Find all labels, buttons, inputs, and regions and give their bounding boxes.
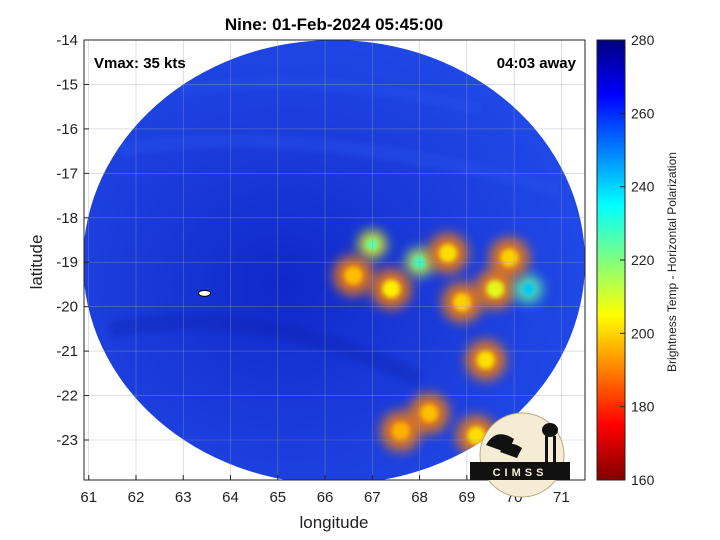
cimss-logo: CIMSS bbox=[470, 412, 570, 498]
swath-texture bbox=[118, 134, 562, 197]
y-tick-label: -21 bbox=[56, 343, 78, 360]
convection-core bbox=[522, 282, 535, 295]
convection-core bbox=[344, 266, 363, 285]
logo-text: CIMSS bbox=[493, 467, 548, 479]
y-tick-label: -18 bbox=[56, 210, 78, 227]
y-axis-label: latitude bbox=[27, 235, 46, 290]
logo-tank-icon bbox=[542, 423, 558, 437]
swath-texture bbox=[108, 313, 424, 388]
time-away-annotation: 04:03 away bbox=[497, 55, 577, 72]
logo-band bbox=[470, 462, 570, 480]
x-tick-label: 62 bbox=[128, 489, 145, 506]
colorbar-tick-label: 240 bbox=[631, 179, 655, 195]
convection-core bbox=[476, 351, 495, 369]
swath-texture bbox=[179, 77, 482, 116]
colorbar-ticks: 280 260 240 220 200 180 160 bbox=[620, 32, 655, 488]
colorbar-tick-label: 200 bbox=[631, 325, 655, 341]
x-tick-label: 64 bbox=[222, 489, 239, 506]
x-axis-label: longitude bbox=[299, 513, 368, 532]
x-tick-label: 71 bbox=[553, 489, 570, 506]
y-tick-label: -14 bbox=[56, 32, 78, 49]
colorbar-tick-label: 160 bbox=[631, 472, 655, 488]
x-tick-label: 66 bbox=[317, 489, 334, 506]
storm-center-marker bbox=[198, 289, 212, 297]
colorbar-tick-label: 180 bbox=[631, 399, 655, 415]
vmax-annotation: Vmax: 35 kts bbox=[94, 55, 186, 72]
logo-tower-icon bbox=[553, 436, 556, 462]
y-tick-label: -22 bbox=[56, 388, 78, 405]
y-tick-label: -20 bbox=[56, 299, 78, 316]
colorbar-label: Brightness Temp - Horizontal Polarizatio… bbox=[665, 152, 679, 372]
colorbar-tick-label: 280 bbox=[631, 32, 655, 48]
y-tick-label: -23 bbox=[56, 432, 78, 449]
axes-frame bbox=[83, 39, 586, 481]
convection-core bbox=[391, 422, 410, 441]
convection-core bbox=[500, 248, 519, 267]
convection-core bbox=[438, 244, 457, 263]
x-tick-label: 65 bbox=[269, 489, 286, 506]
x-tick-label: 63 bbox=[175, 489, 192, 506]
x-tick-label: 61 bbox=[80, 489, 97, 506]
x-tick-label: 68 bbox=[411, 489, 428, 506]
microwave-swath bbox=[84, 40, 585, 480]
convection-core bbox=[382, 279, 401, 298]
convection-core bbox=[420, 404, 439, 423]
y-axis-ticks: -14 -15 -16 -17 -18 -19 -20 -21 -22 -23 bbox=[56, 32, 89, 449]
colorbar-tick-label: 260 bbox=[631, 105, 655, 121]
y-tick-label: -17 bbox=[56, 165, 78, 182]
x-tick-label: 67 bbox=[364, 489, 381, 506]
convection-core bbox=[486, 279, 505, 298]
y-tick-label: -15 bbox=[56, 76, 78, 93]
swath-background bbox=[84, 40, 585, 480]
chart-title: Nine: 01-Feb-2024 05:45:00 bbox=[225, 15, 443, 34]
x-axis-ticks: 61 62 63 64 65 66 67 68 69 70 71 bbox=[80, 475, 570, 506]
y-tick-label: -19 bbox=[56, 254, 78, 271]
logo-dish-icon bbox=[500, 443, 522, 458]
x-tick-label: 69 bbox=[458, 489, 475, 506]
colorbar-tick-label: 220 bbox=[631, 252, 655, 268]
logo-tower-icon bbox=[545, 436, 548, 462]
grid-lines bbox=[84, 39, 585, 480]
y-tick-label: -16 bbox=[56, 121, 78, 138]
convection-core bbox=[453, 293, 472, 312]
